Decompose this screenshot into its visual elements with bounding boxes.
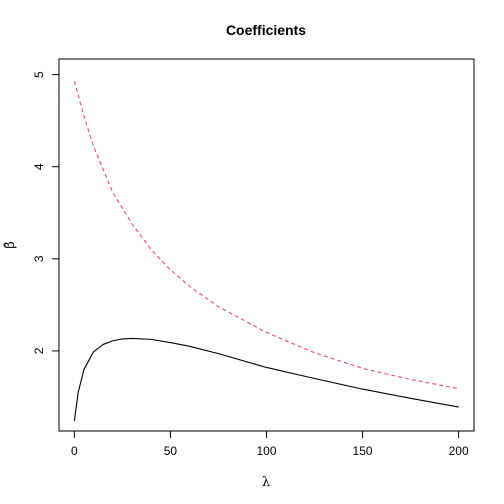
x-tick-label: 150: [353, 444, 373, 458]
chart-title: Coefficients: [226, 22, 306, 38]
y-tick-label: 3: [32, 255, 46, 262]
x-tick-label: 200: [449, 444, 469, 458]
series-line-dashed: [73, 80, 459, 390]
x-tick-label: 50: [164, 444, 178, 458]
series-line-solid: [73, 337, 459, 421]
y-tick-label: 2: [32, 347, 46, 354]
plot-area-frame: [58, 58, 475, 432]
x-axis-label: λ: [262, 475, 270, 490]
x-axis: 0 50 100 150 200: [71, 430, 469, 458]
y-axis: 2 3 4 5: [32, 71, 60, 354]
y-tick-label: 4: [32, 163, 46, 170]
series-layer: [73, 80, 459, 421]
x-tick-label: 0: [71, 444, 78, 458]
y-axis-label: β̂: [3, 241, 18, 249]
x-tick-label: 100: [256, 444, 276, 458]
y-tick-label: 5: [32, 71, 46, 78]
